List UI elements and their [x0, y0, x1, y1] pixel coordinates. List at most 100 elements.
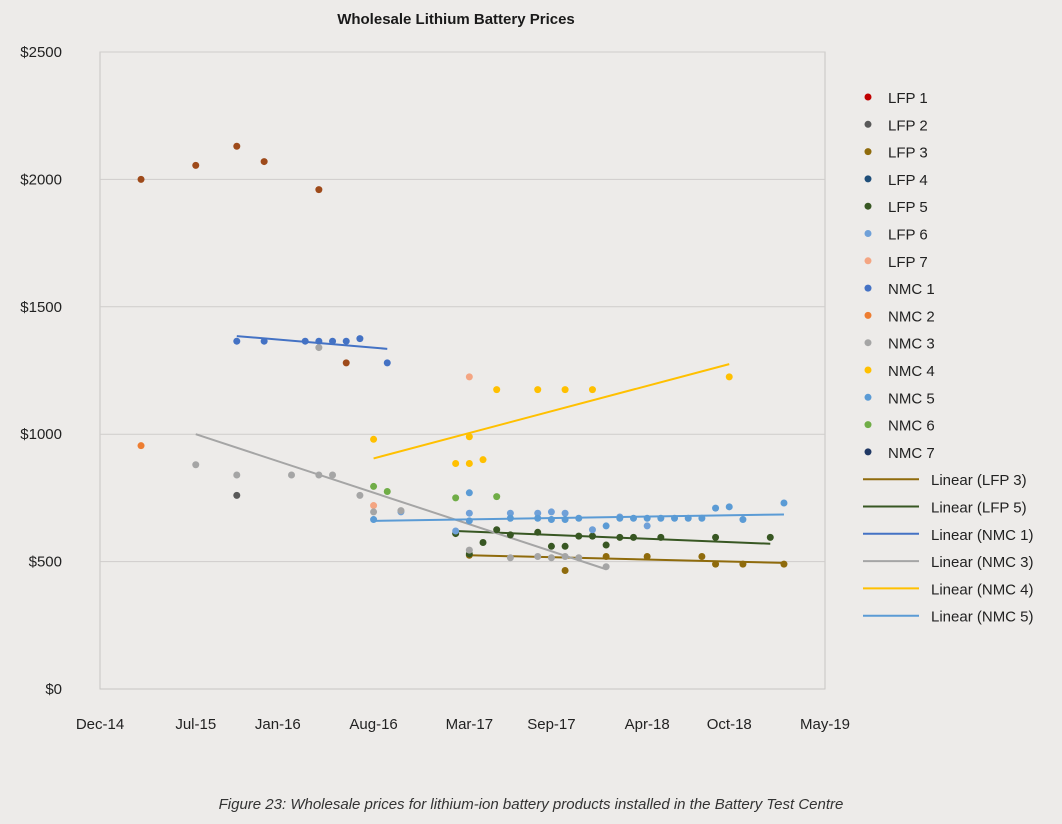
data-point [370, 508, 378, 516]
data-point [534, 509, 542, 517]
legend-marker [864, 230, 872, 237]
legend-marker [864, 148, 872, 156]
data-point [534, 553, 542, 561]
data-point [629, 514, 637, 522]
data-point [712, 504, 720, 512]
legend-label: NMC 4 [888, 363, 935, 380]
legend-marker [864, 93, 872, 101]
data-point [643, 522, 651, 530]
data-point [602, 563, 610, 571]
data-point [465, 373, 473, 381]
data-point [233, 471, 241, 479]
data-point [547, 542, 555, 550]
trendline [455, 530, 771, 545]
data-point [260, 337, 268, 345]
data-point [383, 488, 391, 496]
data-point [356, 491, 364, 499]
legend-label: NMC 6 [888, 418, 935, 435]
legend-label: LFP 3 [888, 145, 928, 162]
data-point [452, 460, 460, 468]
data-point [643, 553, 651, 561]
data-point [725, 503, 733, 511]
data-point [602, 541, 610, 549]
y-tick-label: $500 [29, 554, 62, 571]
trendline [195, 433, 607, 571]
legend-marker [864, 175, 872, 183]
data-point [698, 553, 706, 561]
data-point [356, 335, 364, 343]
data-point [780, 499, 788, 507]
chart-svg: Wholesale Lithium Battery Prices $0 $500 $… [20, 11, 1034, 733]
legend-label: LFP 2 [888, 117, 928, 134]
legend-label: LFP 7 [888, 254, 928, 271]
data-point [575, 532, 583, 540]
data-point [629, 533, 637, 541]
data-point [561, 542, 569, 550]
data-point [561, 516, 569, 524]
legend-marker [864, 202, 872, 210]
legend-label: NMC 7 [888, 445, 935, 462]
legend-marker [864, 120, 872, 128]
legend-marker [864, 311, 872, 319]
data-point [137, 442, 145, 450]
chart-title: Wholesale Lithium Battery Prices [337, 11, 575, 28]
data-point [493, 526, 501, 534]
legend: LFP 1 LFP 2 LFP 3 LFP 4 LFP 5 LFP 6 LFP 7 NMC 1… [863, 90, 1034, 626]
data-point [780, 560, 788, 568]
plot-border [99, 51, 826, 690]
data-point [192, 461, 200, 469]
data-point [315, 337, 323, 345]
data-point [547, 508, 555, 516]
legend-marker [864, 366, 872, 374]
data-point [233, 337, 241, 345]
x-tick-label: Oct-18 [707, 716, 752, 733]
data-point [739, 516, 747, 524]
legend-marker [864, 421, 872, 429]
data-point [561, 386, 569, 394]
trendline [469, 554, 784, 564]
data-point [657, 533, 665, 541]
legend-label: NMC 3 [888, 336, 935, 353]
data-point [712, 560, 720, 568]
data-point [370, 516, 378, 524]
data-point [370, 435, 378, 443]
data-point [465, 489, 473, 497]
y-tick-label: $1000 [20, 426, 62, 443]
legend-marker [864, 339, 872, 347]
legend-label: LFP 6 [888, 227, 928, 244]
data-point [534, 386, 542, 394]
legend-label: Linear (LFP 5) [931, 500, 1027, 517]
data-point [684, 514, 692, 522]
data-point [588, 526, 596, 534]
legend-label: Linear (LFP 3) [931, 472, 1027, 489]
legend-marker [864, 448, 872, 456]
data-point [465, 433, 473, 441]
data-point [465, 517, 473, 525]
data-point [329, 337, 337, 345]
data-point [588, 532, 596, 540]
data-point [602, 522, 610, 530]
y-tick-label: $2500 [20, 44, 62, 61]
figure-caption: Figure 23: Wholesale prices for lithium-… [218, 796, 844, 813]
data-point [465, 546, 473, 554]
legend-label: Linear (NMC 4) [931, 581, 1034, 598]
data-point [383, 359, 391, 367]
data-point [643, 514, 651, 522]
data-point [561, 509, 569, 517]
x-tick-label: Apr-18 [625, 716, 670, 733]
data-point [616, 533, 624, 541]
data-point [506, 554, 514, 562]
data-point [698, 514, 706, 522]
data-point [575, 514, 583, 522]
data-point [452, 527, 460, 535]
gridlines [100, 51, 825, 563]
y-tick-label: $0 [45, 681, 62, 698]
data-point [506, 514, 514, 522]
data-point [739, 560, 747, 568]
data-point [233, 142, 241, 150]
data-point [370, 482, 378, 490]
data-point [493, 386, 501, 394]
data-point [479, 538, 487, 546]
plot-area [99, 51, 826, 690]
data-point [465, 460, 473, 468]
